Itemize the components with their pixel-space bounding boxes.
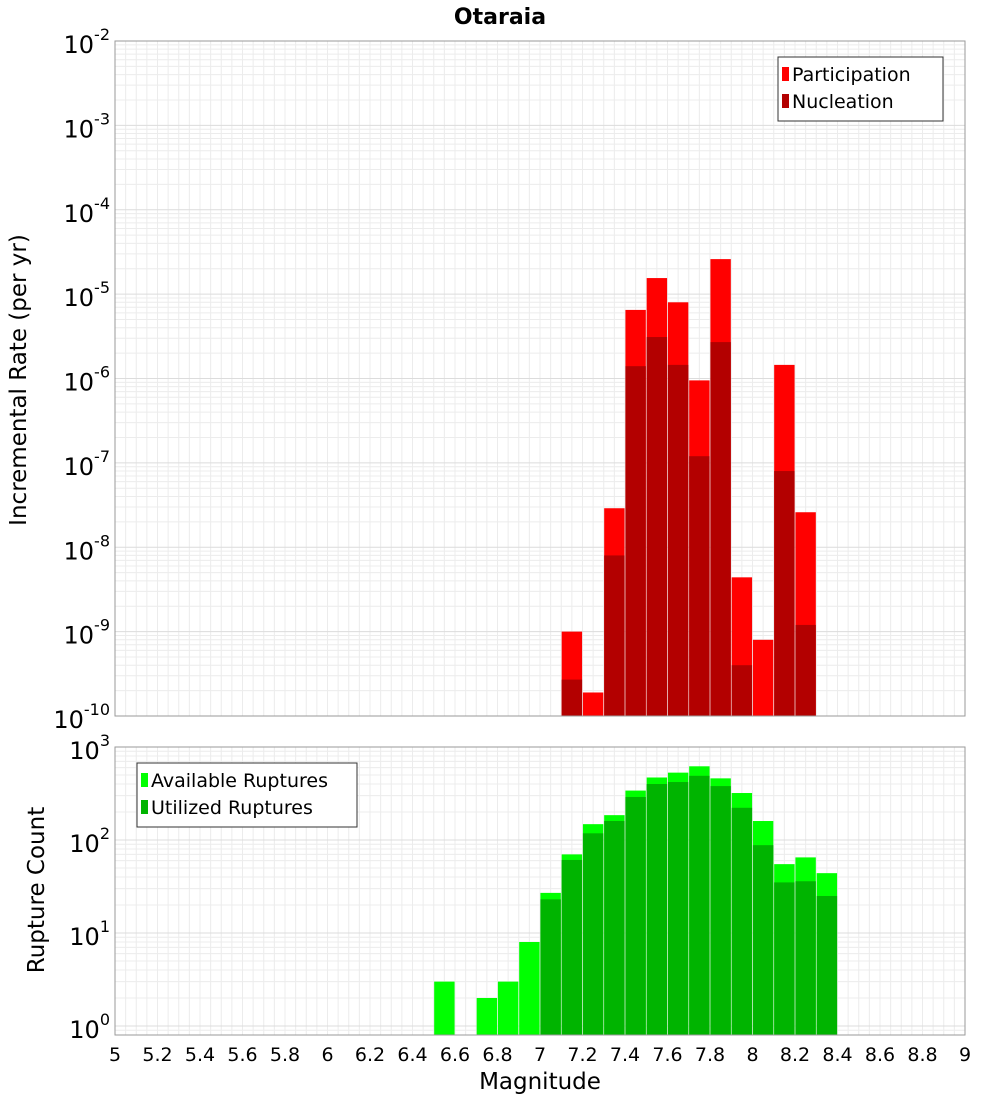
x-tick-label: 6.4	[397, 1044, 427, 1066]
y-tick-labels: 100 101 102 103	[69, 731, 110, 1044]
rupture-count-panel: 100 101 102 103 Available Ruptures Utilized R…	[69, 731, 966, 1044]
y-tick-label: 10-2	[64, 25, 111, 59]
legend: Participation Nucleation	[777, 56, 944, 122]
plot-frame	[114, 746, 966, 1036]
bar	[795, 624, 816, 716]
bar	[689, 775, 710, 1035]
y-tick-label: 10-3	[64, 109, 111, 143]
series-utilized-ruptures	[540, 775, 838, 1035]
y-tick-label: 10-7	[64, 447, 111, 481]
x-tick-label: 7.6	[652, 1044, 682, 1066]
legend-swatch	[782, 67, 789, 81]
bar	[625, 366, 646, 716]
bar	[434, 981, 455, 1035]
x-axis-label: Magnitude	[479, 1069, 601, 1095]
grid	[114, 40, 966, 717]
legend-box	[777, 56, 944, 122]
x-tick-label: 7.2	[567, 1044, 597, 1066]
legend: Available Ruptures Utilized Ruptures	[136, 762, 358, 828]
x-tick-label: 5.8	[270, 1044, 300, 1066]
x-tick-label: 7	[534, 1044, 546, 1066]
bar	[731, 665, 753, 716]
top-y-axis-label: Incremental Rate (per yr)	[6, 234, 32, 526]
y-tick-label: 10-6	[64, 363, 111, 397]
y-tick-label: 10-10	[53, 700, 110, 734]
x-tick-label: 5.4	[185, 1044, 215, 1066]
bar	[795, 881, 816, 1035]
bar	[561, 679, 583, 716]
legend-swatch	[782, 94, 789, 108]
bar	[667, 782, 689, 1035]
bottom-y-axis-label: Rupture Count	[24, 807, 50, 973]
bar	[774, 471, 795, 716]
bar	[625, 796, 646, 1035]
bar	[646, 784, 668, 1035]
x-tick-label: 8	[746, 1044, 758, 1066]
series-nucleation	[561, 337, 816, 716]
bar	[604, 821, 625, 1035]
x-tick-label: 5	[109, 1044, 121, 1066]
x-tick-label: 7.4	[610, 1044, 640, 1066]
bar	[604, 555, 625, 716]
y-tick-label: 10-5	[64, 278, 111, 312]
bar	[689, 456, 710, 716]
x-tick-label: 8.4	[822, 1044, 852, 1066]
y-tick-label: 100	[69, 1010, 110, 1044]
x-tick-label: 6.2	[355, 1044, 385, 1066]
x-tick-label: 5.2	[142, 1044, 172, 1066]
x-tick-label: 8.2	[780, 1044, 810, 1066]
bar	[710, 342, 731, 716]
y-tick-label: 10-9	[64, 616, 111, 650]
y-tick-labels: 10-10 10-9 10-8 10-7 10-6 10-5 10-4 10-3 10-2	[53, 25, 110, 734]
bar	[497, 981, 519, 1035]
x-tick-label: 6.6	[440, 1044, 470, 1066]
bar	[731, 807, 753, 1035]
bar	[582, 833, 604, 1035]
x-tick-labels: 5 5.2 5.4 5.6 5.8 6 6.2 6.4 6.6 6.8 7 7.2 7.4 7.6 7.8 8…	[109, 1044, 971, 1066]
bar	[816, 895, 838, 1035]
y-tick-label: 10-8	[64, 531, 111, 565]
x-tick-label: 7.8	[695, 1044, 725, 1066]
y-tick-label: 102	[69, 824, 110, 858]
legend-label: Participation	[792, 64, 911, 86]
y-tick-label: 10-4	[64, 194, 111, 228]
legend-label: Available Ruptures	[151, 770, 328, 792]
x-tick-label: 9	[959, 1044, 971, 1066]
x-tick-label: 6.8	[482, 1044, 512, 1066]
legend-box	[136, 762, 358, 828]
bar	[710, 786, 731, 1035]
y-tick-label: 103	[69, 731, 110, 765]
legend-label: Nucleation	[792, 91, 894, 113]
bar	[646, 337, 668, 716]
legend-label: Utilized Ruptures	[151, 797, 313, 819]
x-tick-label: 6	[321, 1044, 333, 1066]
bar	[774, 882, 795, 1035]
legend-swatch	[141, 800, 148, 814]
bar	[540, 899, 561, 1035]
bar	[752, 845, 774, 1035]
chart-title: Otaraia	[454, 5, 546, 30]
bar	[519, 942, 540, 1035]
y-tick-label: 101	[69, 917, 110, 951]
plot-frame	[114, 40, 966, 717]
bar	[582, 692, 604, 716]
x-tick-label: 8.6	[865, 1044, 895, 1066]
bar	[561, 859, 583, 1035]
bar	[476, 997, 498, 1035]
x-tick-label: 8.8	[907, 1044, 937, 1066]
legend-swatch	[141, 773, 148, 787]
x-tick-label: 5.6	[227, 1044, 257, 1066]
bar	[667, 364, 689, 716]
bar	[752, 639, 774, 716]
rate-panel: 10-10 10-9 10-8 10-7 10-6 10-5 10-4 10-3 10-2 Par…	[53, 25, 966, 734]
